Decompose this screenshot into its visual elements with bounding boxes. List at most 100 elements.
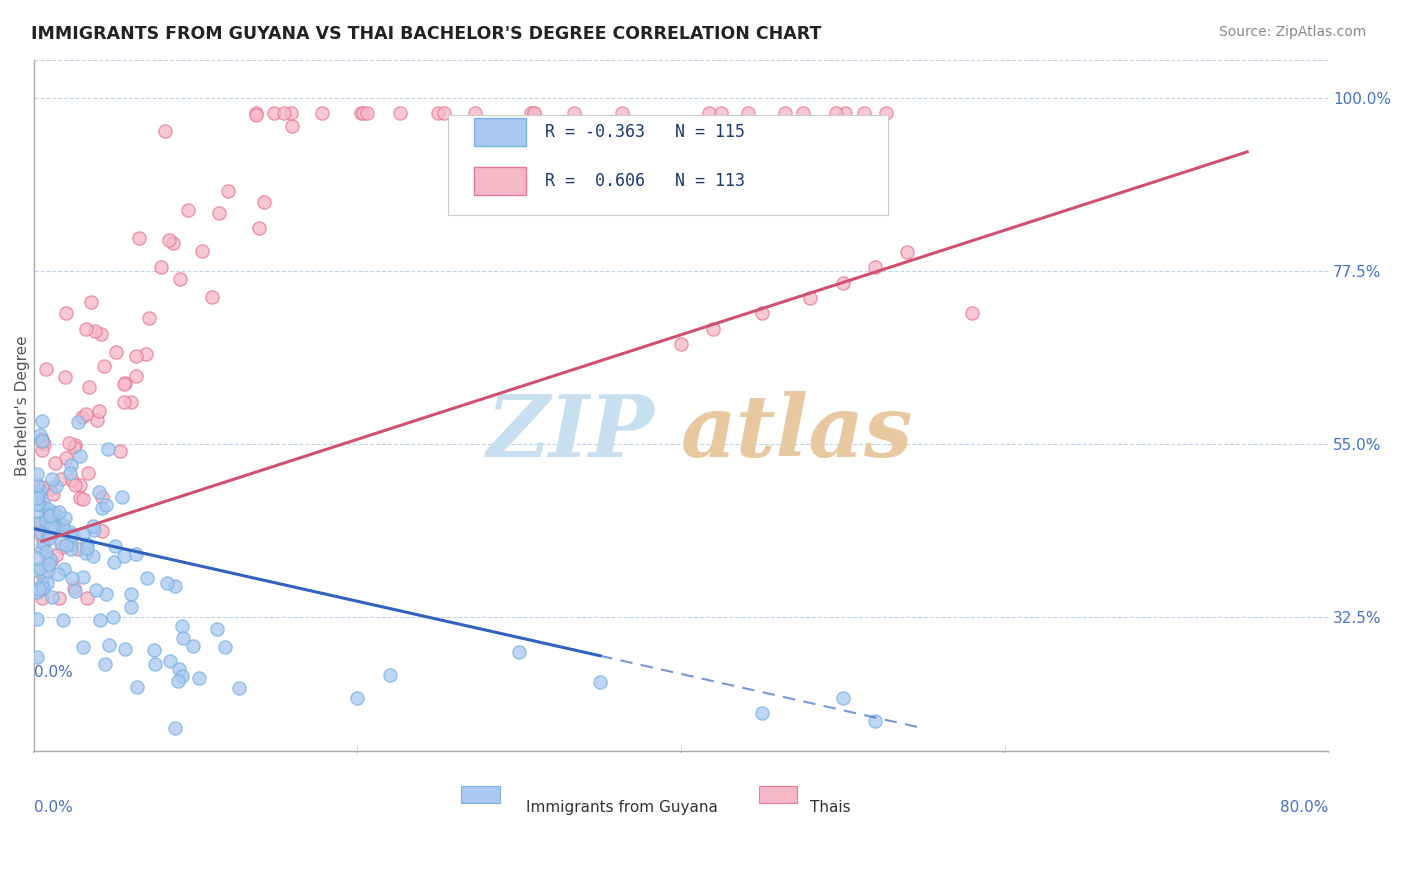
Point <box>751 706 773 720</box>
Point <box>98 638 121 652</box>
Point <box>799 291 821 305</box>
Point <box>875 106 897 120</box>
Point <box>389 106 412 120</box>
Point <box>35 545 58 559</box>
Point <box>156 576 179 591</box>
Point <box>93 359 115 373</box>
Point <box>433 106 456 120</box>
Point <box>37 514 59 528</box>
Point <box>53 510 76 524</box>
Point <box>76 591 98 605</box>
Point <box>38 557 60 571</box>
Text: Thais: Thais <box>810 800 851 815</box>
Point <box>62 581 84 595</box>
Point <box>112 394 135 409</box>
FancyBboxPatch shape <box>759 786 797 804</box>
Point <box>834 106 856 120</box>
Point <box>31 577 53 591</box>
Point <box>63 441 86 455</box>
Point <box>25 551 48 566</box>
Point <box>55 306 77 320</box>
Point <box>48 591 70 605</box>
Point <box>111 490 134 504</box>
Point <box>831 690 853 705</box>
Point <box>55 450 77 465</box>
Point <box>86 413 108 427</box>
Point <box>25 467 48 482</box>
Point <box>273 106 295 120</box>
Point <box>589 675 612 690</box>
Point <box>831 276 853 290</box>
Point <box>44 456 66 470</box>
Point <box>70 410 93 425</box>
Point <box>28 561 51 575</box>
Point <box>91 490 114 504</box>
Point <box>610 106 633 120</box>
Point <box>75 407 97 421</box>
Point <box>94 587 117 601</box>
Point <box>76 541 98 555</box>
Point <box>697 106 720 120</box>
Point <box>31 414 53 428</box>
Point <box>135 347 157 361</box>
Point <box>28 484 51 499</box>
Text: 0.0%: 0.0% <box>34 665 72 680</box>
Point <box>163 579 186 593</box>
Point <box>41 590 63 604</box>
Point <box>464 106 486 120</box>
Point <box>208 206 231 220</box>
FancyBboxPatch shape <box>474 119 526 146</box>
Point <box>31 569 53 583</box>
Point <box>89 485 111 500</box>
Point <box>38 508 60 523</box>
Point <box>77 466 100 480</box>
Point <box>25 495 48 509</box>
Text: atlas: atlas <box>681 392 914 475</box>
Point <box>427 106 450 120</box>
Point <box>27 478 49 492</box>
Point <box>128 231 150 245</box>
Point <box>170 619 193 633</box>
Point <box>82 519 104 533</box>
Point <box>60 571 83 585</box>
Point <box>31 434 53 448</box>
Point <box>79 380 101 394</box>
Point <box>863 260 886 275</box>
Point <box>125 368 148 383</box>
Point <box>25 491 48 505</box>
Point <box>41 505 63 519</box>
Point <box>87 403 110 417</box>
Point <box>228 681 250 695</box>
Point <box>42 512 65 526</box>
Point <box>66 542 89 557</box>
Point <box>59 458 82 473</box>
Point <box>37 529 59 543</box>
Point <box>63 583 86 598</box>
Point <box>59 537 82 551</box>
Point <box>52 613 75 627</box>
Point <box>145 657 167 671</box>
Point <box>59 466 82 480</box>
Point <box>31 536 53 550</box>
Point <box>125 680 148 694</box>
Point <box>66 416 89 430</box>
Point <box>181 640 204 654</box>
Point <box>51 516 73 531</box>
Point <box>76 537 98 551</box>
Point <box>165 722 187 736</box>
Point <box>90 327 112 342</box>
Point <box>263 106 285 120</box>
Point <box>508 644 530 658</box>
Point <box>52 518 75 533</box>
Point <box>31 529 53 543</box>
Point <box>142 643 165 657</box>
Point <box>217 184 239 198</box>
Point <box>32 519 55 533</box>
Point <box>28 497 51 511</box>
Point <box>125 349 148 363</box>
Point <box>94 657 117 672</box>
Point <box>46 567 69 582</box>
Point <box>31 582 53 596</box>
Point <box>247 220 270 235</box>
Point <box>157 233 180 247</box>
